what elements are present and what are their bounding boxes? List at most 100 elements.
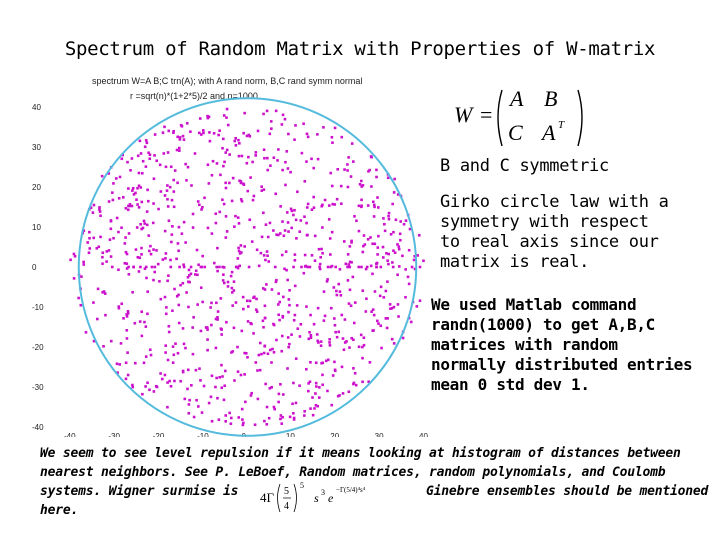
eigenvalue-point: [333, 203, 336, 206]
eigenvalue-point: [166, 381, 169, 384]
eigenvalue-point: [342, 348, 346, 352]
eigenvalue-point: [273, 407, 276, 411]
eigenvalue-point: [387, 214, 390, 218]
eigenvalue-point: [210, 419, 214, 423]
eigenvalue-point: [206, 348, 209, 352]
eigenvalue-point: [339, 184, 343, 188]
eigenvalue-point: [144, 325, 148, 328]
eigenvalue-point: [262, 351, 266, 355]
eigenvalue-point: [305, 221, 308, 225]
eigenvalue-point: [342, 240, 346, 243]
eigenvalue-point: [195, 398, 198, 402]
eigenvalue-point: [138, 256, 142, 260]
eigenvalue-point: [199, 286, 203, 289]
eigenvalue-point: [213, 261, 216, 265]
eigenvalue-point: [253, 423, 257, 427]
eigenvalue-point: [268, 386, 272, 390]
eigenvalue-point: [375, 262, 378, 266]
eigenvalue-point: [351, 275, 355, 279]
eigenvalue-point: [396, 273, 399, 277]
eigenvalue-point: [262, 287, 265, 290]
eigenvalue-point: [216, 246, 219, 250]
eigenvalue-point: [148, 153, 152, 157]
eigenvalue-point: [186, 368, 190, 372]
eigenvalue-point: [274, 280, 278, 284]
eigenvalue-point: [133, 321, 137, 325]
eigenvalue-point: [265, 405, 269, 409]
eigenvalue-point: [298, 384, 301, 387]
eigenvalue-point: [292, 381, 295, 385]
eigenvalue-point: [387, 211, 391, 215]
eigenvalue-point: [300, 151, 304, 155]
eigenvalue-point: [316, 157, 320, 161]
eigenvalue-point: [375, 175, 378, 179]
eigenvalue-point: [92, 203, 96, 207]
eigenvalue-point: [279, 205, 282, 208]
eigenvalue-point: [396, 193, 400, 196]
eigenvalue-point: [348, 346, 351, 349]
eigenvalue-point: [172, 353, 176, 357]
eigenvalue-point: [239, 373, 243, 377]
eigenvalue-point: [225, 148, 229, 152]
eigenvalue-point: [402, 222, 406, 226]
eigenvalue-point: [285, 150, 289, 153]
eigenvalue-point: [361, 289, 365, 292]
eigenvalue-point: [164, 344, 168, 347]
eigenvalue-point: [277, 400, 280, 404]
eigenvalue-point: [308, 330, 311, 334]
eigenvalue-point: [293, 284, 297, 288]
eigenvalue-point: [309, 407, 312, 410]
eigenvalue-point: [138, 320, 142, 323]
eigenvalue-point: [132, 193, 136, 196]
eigenvalue-point: [142, 361, 146, 365]
eigenvalue-point: [392, 191, 396, 194]
eigenvalue-point: [201, 254, 204, 258]
eigenvalue-point: [237, 138, 240, 142]
eigenvalue-point: [341, 392, 345, 395]
eigenvalue-point: [258, 368, 262, 372]
eigenvalue-point: [313, 407, 316, 410]
eigenvalue-point: [372, 200, 375, 204]
eigenvalue-point: [237, 246, 240, 250]
eigenvalue-point: [243, 245, 246, 248]
eigenvalue-point: [389, 307, 392, 311]
eigenvalue-point: [224, 215, 228, 218]
eigenvalue-point: [245, 134, 249, 138]
eigenvalue-point: [330, 403, 334, 407]
eigenvalue-point: [302, 271, 306, 275]
eigenvalue-point: [242, 421, 245, 425]
eigenvalue-point: [288, 289, 291, 292]
eigenvalue-point: [239, 180, 243, 183]
eigenvalue-point: [387, 262, 390, 266]
eigenvalue-point: [120, 226, 123, 229]
eigenvalue-point: [221, 375, 224, 378]
eigenvalue-point: [224, 181, 227, 185]
eigenvalue-point: [377, 234, 380, 238]
eigenvalue-point: [80, 275, 83, 278]
eigenvalue-point: [115, 216, 119, 220]
eigenvalue-point: [314, 361, 318, 365]
bottom-line: systems. Wigner surmise is: [40, 484, 239, 499]
eigenvalue-point: [102, 345, 105, 348]
eigenvalue-point: [231, 176, 235, 180]
eigenvalue-point: [231, 350, 235, 353]
eigenvalue-point: [135, 226, 139, 229]
eigenvalue-point: [210, 232, 214, 235]
bottom-line: Ginebre ensembles should be mentioned: [426, 484, 709, 499]
formula-equals: =: [480, 102, 492, 127]
eigenvalue-point: [166, 151, 170, 154]
eigenvalue-point: [256, 129, 260, 133]
eigenvalue-point: [346, 253, 350, 256]
eigenvalue-point: [353, 215, 356, 218]
eigenvalue-point: [248, 218, 252, 222]
eigenvalue-point: [140, 253, 143, 256]
eigenvalue-point: [265, 109, 269, 113]
formula-c: C: [508, 120, 523, 145]
formula-left-paren: [497, 89, 503, 147]
eigenvalue-point: [352, 367, 355, 370]
eigenvalue-point: [185, 122, 189, 125]
eigenvalue-point: [163, 229, 167, 233]
eigenvalue-point: [127, 187, 130, 190]
eigenvalue-point: [254, 151, 258, 154]
eigenvalue-point: [157, 207, 160, 211]
